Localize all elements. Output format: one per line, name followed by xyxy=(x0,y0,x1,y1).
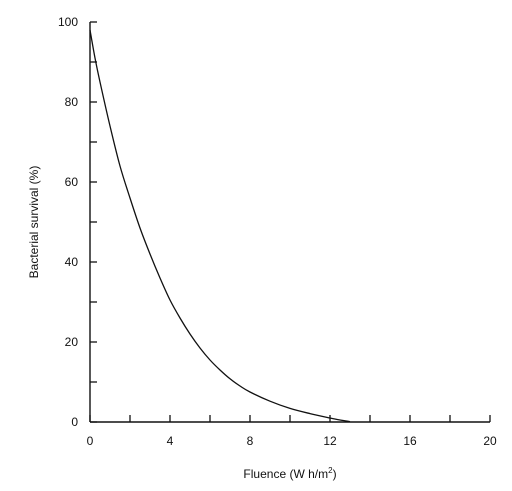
axes xyxy=(89,22,490,423)
survival-curve xyxy=(89,29,351,423)
x-tick-label: 8 xyxy=(247,434,254,448)
x-axis-title-superscript: 2 xyxy=(328,466,333,475)
x-axis-title: Fluence (W h/m2) xyxy=(243,466,336,481)
y-tick-label: 0 xyxy=(71,415,78,429)
x-tick-label: 20 xyxy=(483,434,497,448)
y-tick-label: 20 xyxy=(65,335,79,349)
x-tick-label: 16 xyxy=(403,434,417,448)
y-tick-label: 100 xyxy=(58,15,78,29)
x-ticks: 0 4 8 12 16 20 xyxy=(87,415,497,448)
y-axis-title: Bacterial survival (%) xyxy=(27,166,41,279)
x-tick-label: 0 xyxy=(87,434,94,448)
x-tick-label: 12 xyxy=(323,434,337,448)
x-tick-label: 4 xyxy=(167,434,174,448)
y-tick-label: 60 xyxy=(65,175,79,189)
y-tick-label: 80 xyxy=(65,95,79,109)
y-tick-label: 40 xyxy=(65,255,79,269)
y-ticks: 0 20 40 60 80 100 xyxy=(58,15,97,429)
